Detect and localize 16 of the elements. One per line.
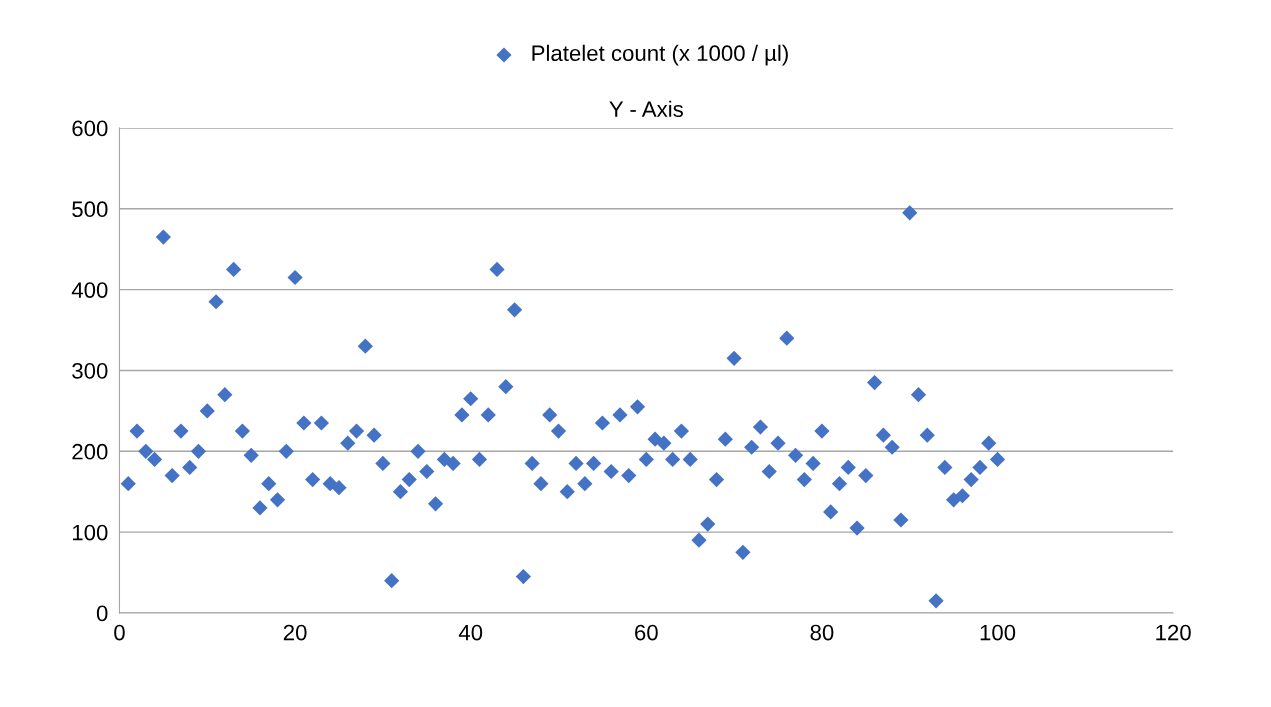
- x-tick-label: 40: [458, 624, 483, 641]
- y-tick-label: 500: [72, 201, 108, 218]
- y-tick-label: 200: [72, 443, 108, 460]
- chart-title: Y - Axis: [609, 100, 683, 118]
- x-tick-label: 60: [635, 624, 658, 641]
- legend-label: Platelet count (x 1000 / µl): [532, 44, 788, 66]
- x-tick-label: 80: [810, 624, 834, 641]
- x-tick-label: 0: [114, 624, 125, 641]
- y-tick-label: 300: [72, 363, 108, 379]
- y-tick-label: 100: [72, 524, 108, 541]
- y-tick-label: 600: [72, 120, 108, 137]
- y-tick-label: 400: [71, 282, 108, 298]
- x-tick-label: 20: [283, 624, 307, 641]
- y-tick-label: 0: [96, 605, 108, 622]
- x-tick-label: 120: [1156, 624, 1191, 641]
- x-tick-label: 100: [980, 624, 1016, 641]
